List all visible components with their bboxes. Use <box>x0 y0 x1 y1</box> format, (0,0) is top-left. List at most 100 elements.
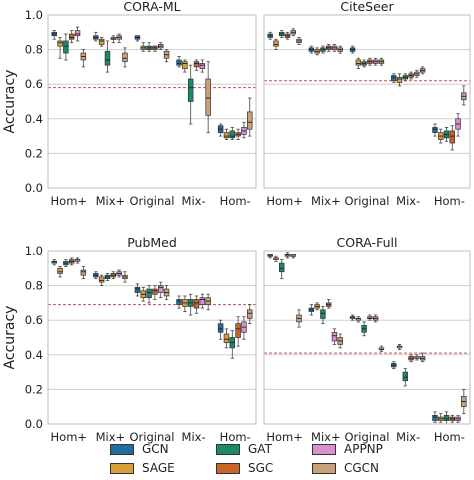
panel-cora-ml: CORA-ML Hom+ Mix+ Original Mix- Hom- 0.0 0.2 0.4… <box>2 0 257 208</box>
y-tick-label: 0.2 <box>25 382 43 396</box>
box-sage <box>223 132 230 139</box>
x-tick-label: Mix- <box>182 430 206 444</box>
box-gcn <box>432 415 438 421</box>
box-gat <box>443 415 450 421</box>
panel-citeseer: CiteSeer Hom+ Mix+ Original Mix- Hom- <box>263 0 471 208</box>
legend-label-gat: GAT <box>248 442 272 456</box>
box-gcn <box>217 323 224 333</box>
panel-cora-full: CORA-Full Hom+ Mix+ Original Mix- Hom- <box>263 235 471 444</box>
y-tick-label: 0.4 <box>25 112 43 126</box>
box-sage <box>182 61 188 69</box>
box-appnp <box>199 63 206 69</box>
y-tick-label: 0.2 <box>25 146 43 160</box>
box-cgcn <box>80 269 87 276</box>
y-tick-label: 0.4 <box>25 348 43 362</box>
box-appnp <box>157 285 164 293</box>
box-appnp <box>199 297 206 305</box>
y-tick-label: 0.6 <box>25 313 43 327</box>
legend-swatch-gat <box>216 443 240 455</box>
legend-item-sage: SAGE <box>110 461 175 475</box>
legend-label-cgcn: CGCN <box>344 461 380 475</box>
box-gcn <box>391 75 397 82</box>
x-tick-label: Hom+ <box>51 194 88 208</box>
legend-label-appnp: APPNP <box>344 442 383 456</box>
box-sgc <box>193 299 200 309</box>
legend-item-sgc: SGC <box>216 461 273 475</box>
box-gat <box>63 40 69 54</box>
box-gat <box>279 262 285 273</box>
box-cgcn <box>247 111 253 130</box>
x-tick-label: Original <box>129 430 174 444</box>
box-sage <box>57 267 63 274</box>
y-axis-label: Accuracy <box>2 306 18 370</box>
box-sage <box>396 76 403 83</box>
y-tick-label: 0.0 <box>25 417 43 431</box>
panel-frame <box>47 250 257 425</box>
panel-title: CiteSeer <box>340 0 394 14</box>
box-sage <box>273 40 279 47</box>
legend-swatch-appnp <box>312 443 336 455</box>
box-sage <box>98 38 105 45</box>
box-sgc <box>193 61 200 68</box>
y-tick-label: 0.8 <box>25 43 43 57</box>
x-tick-label: Mix- <box>182 194 206 208</box>
x-tick-label: Hom+ <box>266 194 303 208</box>
box-sgc <box>152 288 158 295</box>
x-tick-label: Mix- <box>396 430 420 444</box>
box-sgc <box>68 33 75 40</box>
legend-label-gcn: GCN <box>142 442 169 456</box>
legend-swatch-gcn <box>110 443 134 455</box>
y-tick-label: 0.0 <box>25 181 43 195</box>
legend-item-appnp: APPNP <box>312 442 383 456</box>
legend: GCN GAT APPNP SAGE SGC CGCN <box>110 440 450 478</box>
x-tick-label: Hom- <box>434 430 465 444</box>
box-sage <box>355 59 362 66</box>
panel-pubmed: PubMed Hom+ Mix+ Original Mix- Hom- 0.0 0.2 0.4 0… <box>2 235 257 444</box>
box-gat <box>146 288 152 299</box>
x-tick-label: Original <box>344 430 389 444</box>
box-gat <box>229 130 236 139</box>
legend-item-cgcn: CGCN <box>312 461 379 475</box>
y-tick-label: 0.8 <box>25 279 43 293</box>
legend-label-sage: SAGE <box>142 461 175 475</box>
x-tick-label: Mix+ <box>311 194 341 208</box>
box-gat <box>104 50 111 66</box>
y-tick-label: 0.6 <box>25 77 43 91</box>
panel-frame <box>263 14 471 189</box>
x-tick-label: Hom- <box>220 430 251 444</box>
box-gcn <box>432 127 438 133</box>
box-gcn <box>176 59 182 66</box>
panel-title: CORA-Full <box>337 235 398 250</box>
legend-swatch-sage <box>110 462 134 474</box>
box-appnp <box>331 331 338 342</box>
box-cgcn <box>205 78 211 116</box>
box-gcn <box>134 286 141 293</box>
box-cgcn <box>247 309 253 319</box>
panel-frame <box>263 250 471 425</box>
x-tick-label: Hom+ <box>51 430 88 444</box>
panel-title: PubMed <box>127 235 177 250</box>
x-tick-label: Mix+ <box>96 430 126 444</box>
legend-item-gat: GAT <box>216 442 272 456</box>
legend-label-sgc: SGC <box>248 461 274 475</box>
box-sage <box>57 40 63 47</box>
x-tick-label: Hom+ <box>266 430 303 444</box>
y-tick-label: 1.0 <box>25 8 43 22</box>
y-axis-label: Accuracy <box>2 70 18 134</box>
box-gat <box>187 78 194 102</box>
box-sage <box>223 333 230 344</box>
box-sgc <box>235 323 241 338</box>
box-gcn <box>176 299 182 305</box>
box-cgcn <box>122 52 128 63</box>
box-gat <box>320 309 326 319</box>
x-tick-label: Mix- <box>396 194 420 208</box>
box-sgc <box>449 130 455 144</box>
legend-swatch-sgc <box>216 462 240 474</box>
x-tick-label: Hom- <box>220 194 251 208</box>
box-appnp <box>74 30 81 37</box>
box-sage <box>98 276 105 283</box>
x-tick-label: Mix+ <box>311 430 341 444</box>
x-tick-label: Original <box>129 194 174 208</box>
legend-item-gcn: GCN <box>110 442 169 456</box>
